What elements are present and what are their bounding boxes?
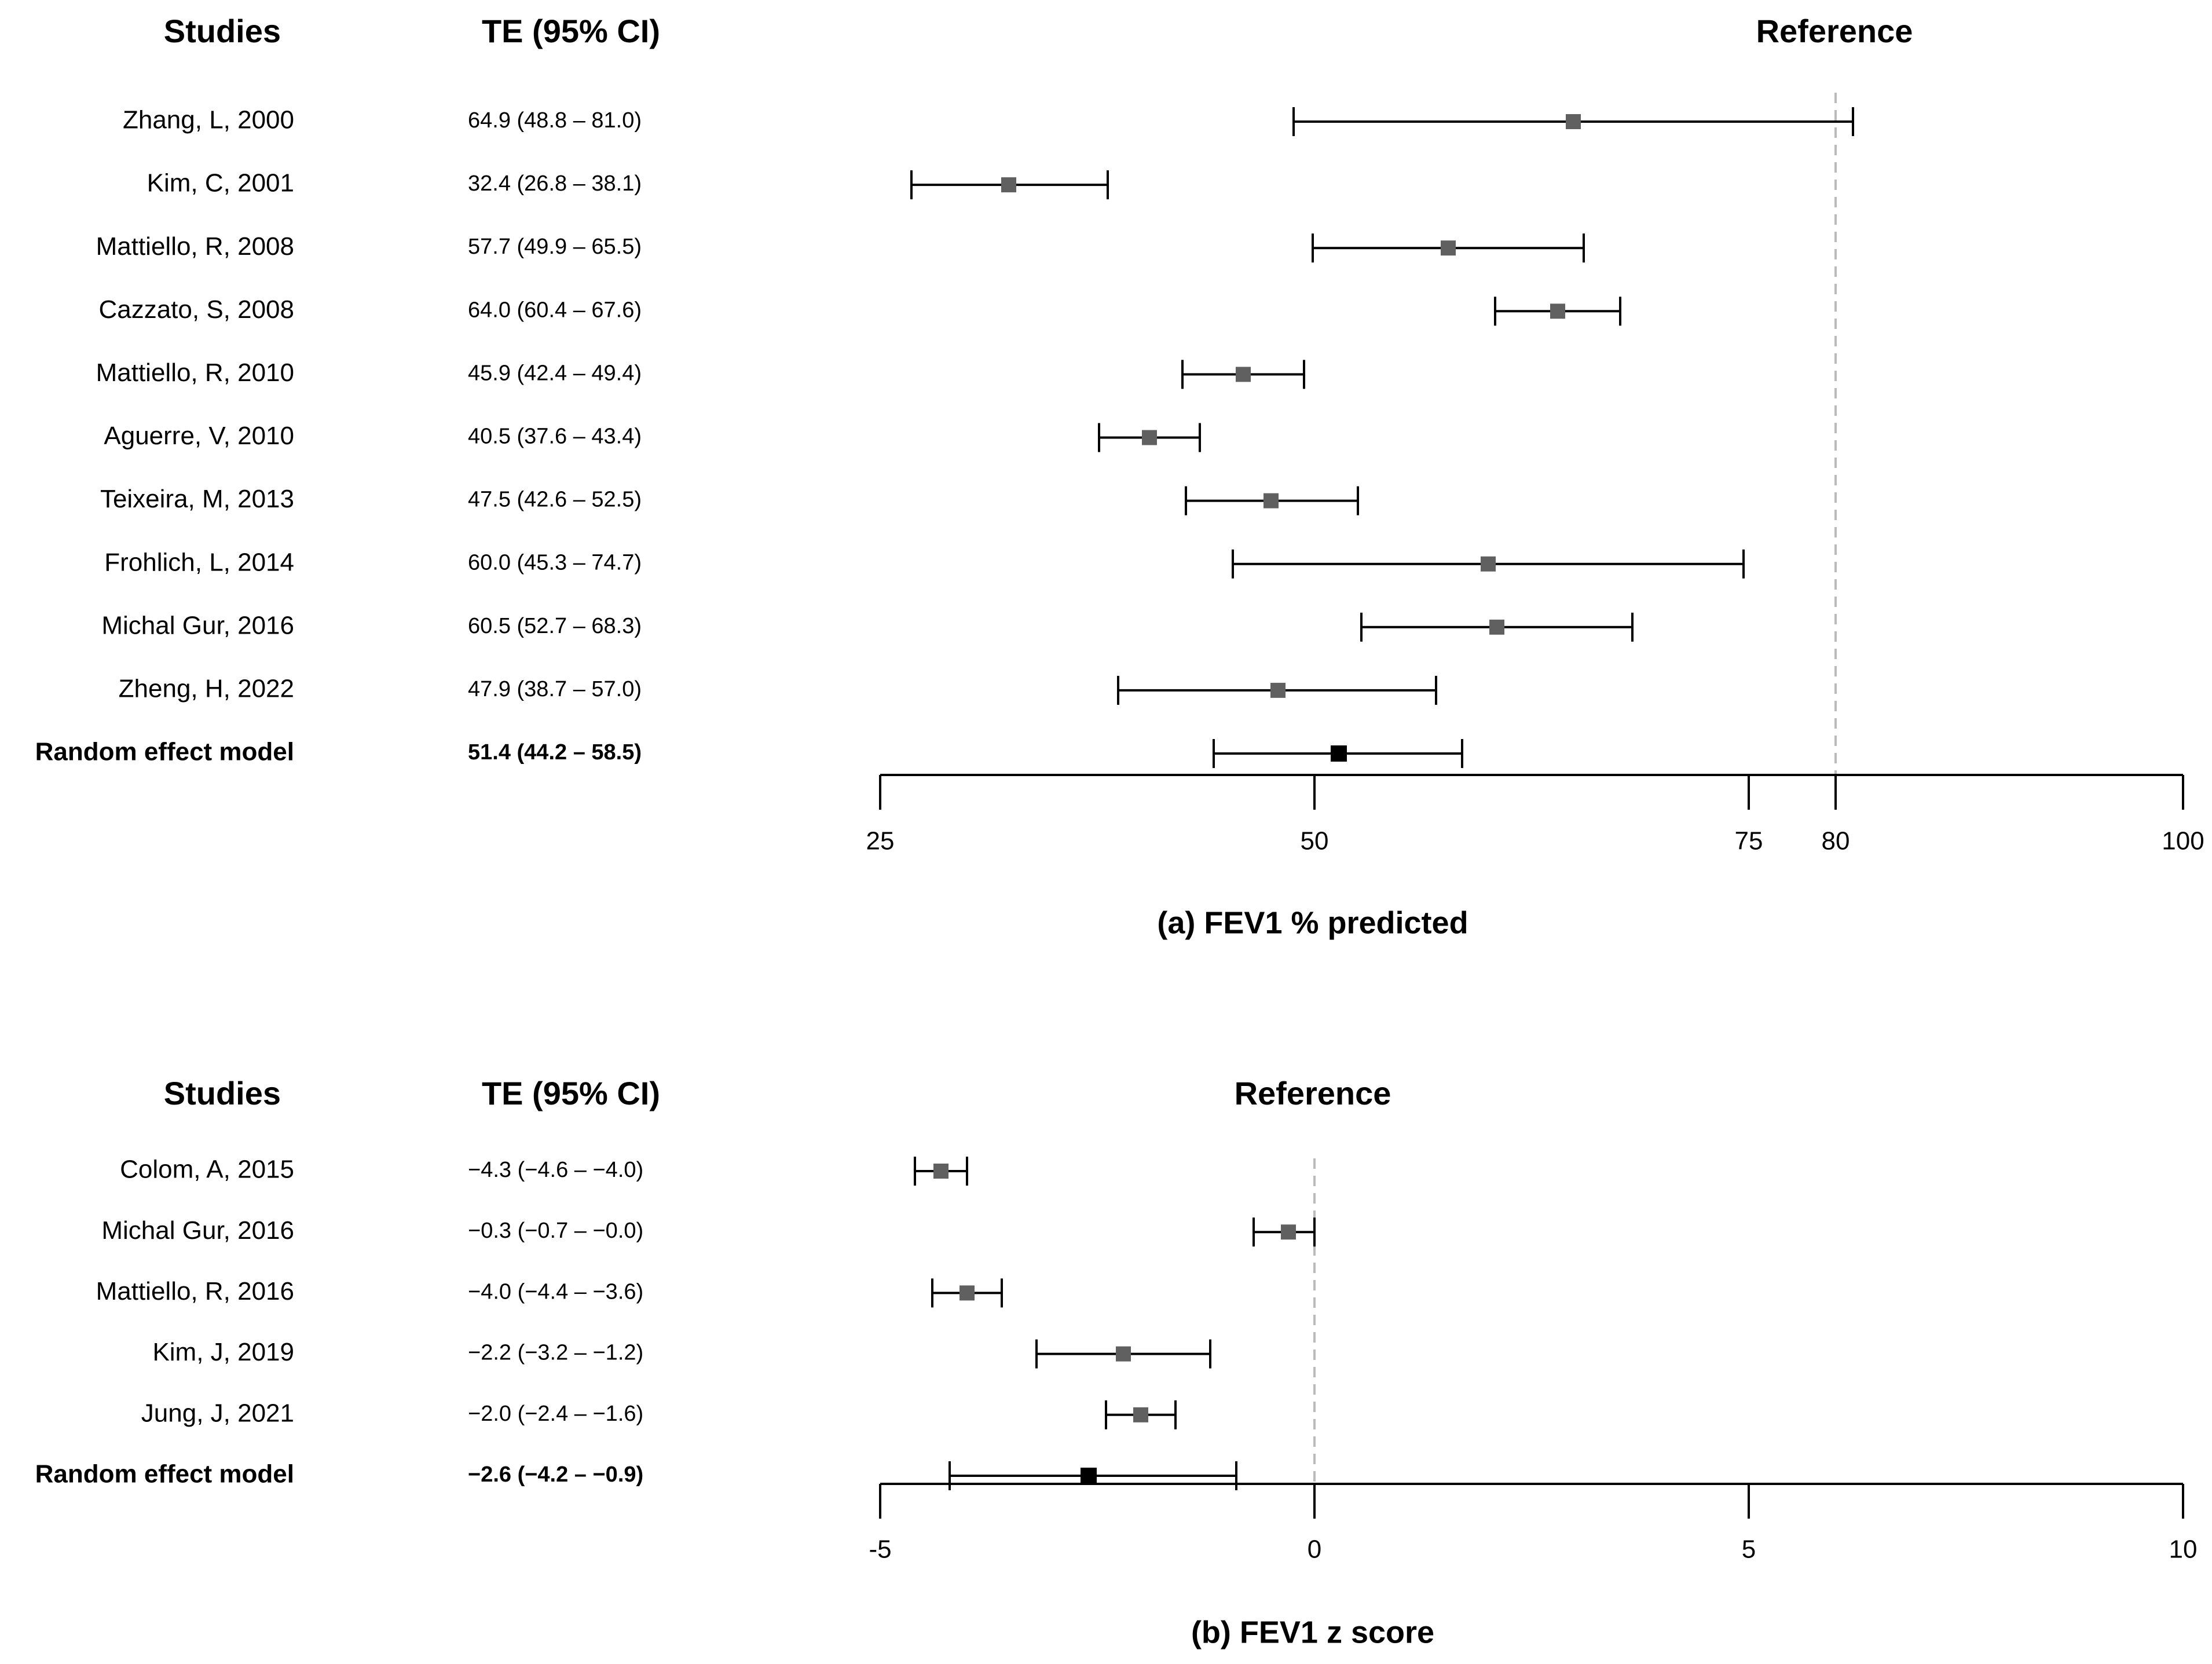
study-row: Zheng, H, 2022 47.9 (38.7 – 57.0) — [119, 675, 1437, 705]
study-row: Jung, J, 2021 −2.0 (−2.4 – −1.6) — [141, 1399, 1177, 1429]
study-te-text: −2.2 (−3.2 – −1.2) — [468, 1341, 643, 1365]
study-te-text: 32.4 (26.8 – 38.1) — [468, 171, 642, 196]
point-estimate-marker — [1142, 430, 1157, 445]
study-te-text: 64.9 (48.8 – 81.0) — [468, 108, 642, 133]
forest-panel-2: Studies TE (95% CI) Reference Colom, A, 201… — [35, 1075, 2198, 1650]
study-row: Mattiello, R, 2016 −4.0 (−4.4 – −3.6) — [96, 1277, 1003, 1308]
study-row: Michal Gur, 2016 60.5 (52.7 – 68.3) — [101, 611, 1634, 642]
study-label: Mattiello, R, 2016 — [96, 1277, 294, 1305]
x-tick-label: 50 — [1301, 827, 1329, 855]
point-estimate-marker — [1281, 1224, 1296, 1240]
study-row: Frohlich, L, 2014 60.0 (45.3 – 74.7) — [104, 548, 1745, 579]
header-reference: Reference — [1235, 1075, 1391, 1111]
study-te-text: 57.7 (49.9 – 65.5) — [468, 235, 642, 259]
study-row: Mattiello, R, 2008 57.7 (49.9 – 65.5) — [96, 232, 1585, 263]
study-label: Mattiello, R, 2008 — [96, 232, 294, 261]
study-te-text: 47.9 (38.7 – 57.0) — [468, 677, 642, 701]
study-row: Michal Gur, 2016 −0.3 (−0.7 – −0.0) — [101, 1216, 1316, 1247]
forest-panel-1: Studies TE (95% CI) Reference Zhang, L, 200… — [35, 13, 2204, 940]
point-estimate-marker — [1566, 114, 1581, 129]
study-label: Mattiello, R, 2010 — [96, 359, 294, 387]
study-label: Michal Gur, 2016 — [101, 611, 294, 639]
study-label: Teixeira, M, 2013 — [100, 485, 294, 513]
x-axis: 25 50 75 80 100 — [866, 774, 2204, 855]
study-row: Mattiello, R, 2010 45.9 (42.4 – 49.4) — [96, 359, 1305, 389]
pooled-estimate-marker — [1081, 1468, 1097, 1484]
point-estimate-marker — [1264, 493, 1279, 509]
study-row: Teixeira, M, 2013 47.5 (42.6 – 52.5) — [100, 485, 1359, 515]
study-label: Cazzato, S, 2008 — [98, 295, 294, 324]
study-label: Jung, J, 2021 — [141, 1399, 294, 1427]
point-estimate-marker — [1550, 303, 1565, 319]
point-estimate-marker — [1270, 682, 1286, 698]
header-studies: Studies — [164, 1075, 281, 1111]
study-te-text: −2.0 (−2.4 – −1.6) — [468, 1402, 643, 1426]
study-te-text: 45.9 (42.4 – 49.4) — [468, 361, 642, 385]
x-tick-label: 5 — [1742, 1535, 1756, 1564]
point-estimate-marker — [1489, 619, 1504, 635]
study-label: Colom, A, 2015 — [120, 1155, 294, 1184]
x-tick-label: -5 — [869, 1535, 891, 1564]
study-te-text: 60.0 (45.3 – 74.7) — [468, 551, 642, 575]
header-reference: Reference — [1756, 13, 1913, 49]
pooled-te-text: −2.6 (−4.2 – −0.9) — [468, 1462, 643, 1487]
study-te-text: 47.5 (42.6 – 52.5) — [468, 488, 642, 512]
pooled-estimate-marker — [1331, 745, 1347, 762]
point-estimate-marker — [1001, 177, 1016, 193]
study-row: Zhang, L, 2000 64.9 (48.8 – 81.0) — [123, 106, 1854, 136]
study-label: Frohlich, L, 2014 — [104, 548, 294, 576]
study-te-text: 40.5 (37.6 – 43.4) — [468, 425, 642, 449]
study-label: Zhang, L, 2000 — [123, 106, 294, 134]
study-te-text: 64.0 (60.4 – 67.6) — [468, 298, 642, 322]
pooled-row: Random effect model 51.4 (44.2 – 58.5) — [35, 738, 1463, 768]
x-tick-label: 80 — [1822, 827, 1850, 855]
study-label: Michal Gur, 2016 — [101, 1216, 294, 1245]
study-row: Cazzato, S, 2008 64.0 (60.4 – 67.6) — [98, 295, 1621, 326]
x-tick-label: 0 — [1308, 1535, 1321, 1564]
point-estimate-marker — [1481, 556, 1496, 572]
x-tick-label: 10 — [2169, 1535, 2198, 1564]
study-label: Kim, J, 2019 — [152, 1338, 294, 1366]
study-te-text: −0.3 (−0.7 – −0.0) — [468, 1219, 643, 1243]
chart-caption: (a) FEV1 % predicted — [1157, 905, 1468, 940]
chart-caption: (b) FEV1 z score — [1191, 1615, 1434, 1650]
study-label: Kim, C, 2001 — [147, 169, 294, 198]
pooled-label: Random effect model — [35, 1460, 294, 1489]
header-studies: Studies — [164, 13, 281, 49]
pooled-label: Random effect model — [35, 738, 294, 766]
x-axis: -5 0 5 10 — [869, 1483, 2198, 1564]
x-tick-label: 75 — [1735, 827, 1763, 855]
point-estimate-marker — [1133, 1407, 1148, 1422]
study-label: Aguerre, V, 2010 — [104, 422, 294, 450]
point-estimate-marker — [959, 1285, 975, 1301]
pooled-row: Random effect model −2.6 (−4.2 – −0.9) — [35, 1460, 1237, 1490]
header-te: TE (95% CI) — [482, 13, 660, 49]
x-tick-label: 25 — [866, 827, 895, 855]
point-estimate-marker — [1116, 1346, 1131, 1362]
study-row: Kim, J, 2019 −2.2 (−3.2 – −1.2) — [152, 1338, 1211, 1369]
study-row: Kim, C, 2001 32.4 (26.8 – 38.1) — [147, 169, 1109, 200]
study-row: Colom, A, 2015 −4.3 (−4.6 – −4.0) — [120, 1155, 968, 1186]
study-te-text: −4.0 (−4.4 – −3.6) — [468, 1279, 643, 1304]
study-row: Aguerre, V, 2010 40.5 (37.6 – 43.4) — [104, 422, 1201, 452]
x-tick-label: 100 — [2162, 827, 2204, 855]
study-label: Zheng, H, 2022 — [119, 675, 294, 703]
study-te-text: −4.3 (−4.6 – −4.0) — [468, 1158, 643, 1182]
pooled-te-text: 51.4 (44.2 – 58.5) — [468, 740, 642, 765]
point-estimate-marker — [933, 1164, 948, 1179]
header-te: TE (95% CI) — [482, 1075, 660, 1111]
study-te-text: 60.5 (52.7 – 68.3) — [468, 614, 642, 638]
point-estimate-marker — [1236, 367, 1251, 382]
point-estimate-marker — [1441, 240, 1456, 256]
